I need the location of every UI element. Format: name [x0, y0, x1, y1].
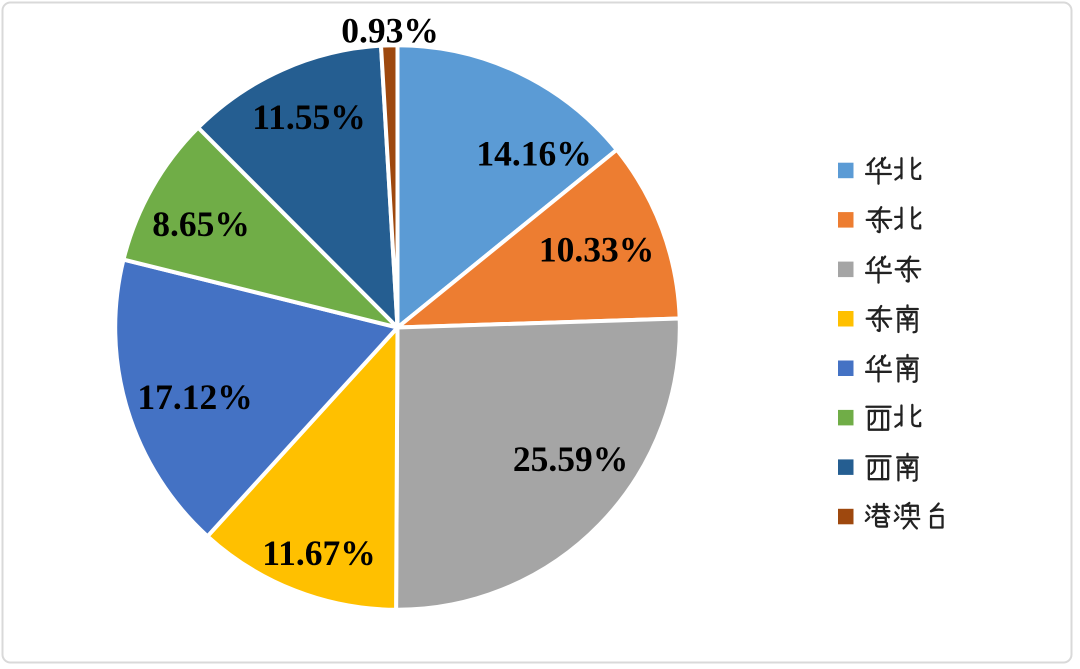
svg-text:0.93%: 0.93% [341, 10, 439, 50]
svg-text:8.65%: 8.65% [152, 204, 250, 244]
svg-text:17.12%: 17.12% [137, 377, 252, 417]
svg-text:11.55%: 11.55% [252, 97, 365, 137]
svg-text:11.67%: 11.67% [262, 533, 375, 573]
svg-text:14.16%: 14.16% [476, 133, 591, 173]
svg-text:25.59%: 25.59% [513, 439, 628, 479]
svg-text:10.33%: 10.33% [539, 229, 654, 269]
